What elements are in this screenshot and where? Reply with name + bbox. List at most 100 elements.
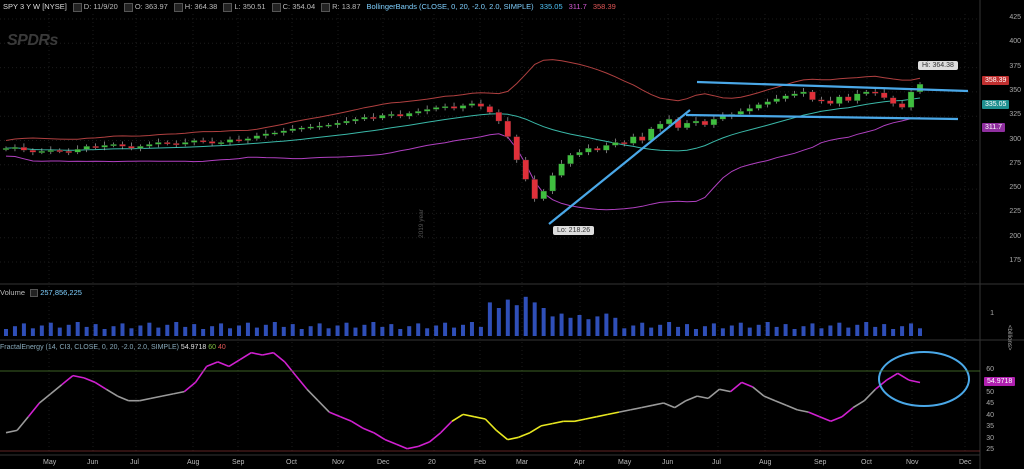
volume-bar: [335, 325, 340, 336]
trendline-upper-channel: [696, 80, 969, 93]
volume-bar: [425, 328, 430, 336]
volume-bar: [362, 324, 367, 336]
fe-segment: [239, 352, 252, 361]
volume-bar: [640, 322, 645, 336]
volume-bar: [219, 323, 224, 336]
symbol-label[interactable]: SPY 3 Y W [NYSE]: [3, 2, 67, 11]
fe-tick: 60: [986, 366, 994, 373]
bb-mid-pill: 311.7: [982, 123, 1005, 132]
candle-down: [65, 151, 72, 153]
candle-up: [74, 149, 81, 153]
candle-down: [128, 146, 135, 149]
price-tick: 375: [1009, 62, 1021, 70]
trendline-rising: [548, 109, 691, 225]
volume-bar: [478, 326, 483, 336]
candle-down: [164, 142, 171, 145]
candle-up: [683, 122, 691, 129]
fe-level-60: 60: [208, 344, 216, 351]
candle-up: [137, 146, 144, 149]
volume-bar: [4, 329, 8, 336]
fe-segment: [774, 399, 787, 407]
time-tick: Oct: [286, 459, 297, 466]
close-value: C: 354.04: [282, 2, 316, 11]
volume-bar: [299, 329, 304, 336]
candle-down: [522, 159, 529, 180]
fe-segment: [38, 393, 52, 404]
candle-up: [665, 118, 673, 125]
volume-bar: [711, 323, 716, 336]
candle-down: [889, 97, 897, 104]
volume-bar: [846, 327, 851, 336]
candle-up: [155, 142, 162, 145]
candle-down: [594, 148, 601, 151]
volume-bar: [864, 322, 869, 336]
time-tick: Sep: [814, 459, 827, 466]
candle-up: [262, 133, 270, 136]
candle-down: [235, 139, 243, 142]
volume-bar: [918, 328, 922, 336]
volume-bar: [192, 324, 197, 336]
volume-bar: [613, 317, 618, 336]
candle-up: [441, 106, 449, 109]
volume-bar: [12, 326, 17, 336]
volume-bar: [801, 326, 806, 336]
volume-bar: [631, 325, 636, 336]
candle-up: [567, 154, 574, 164]
volume-bar: [66, 324, 71, 336]
volume-bar: [469, 322, 474, 336]
time-tick: Jun: [662, 459, 674, 466]
price-tick: 175: [1009, 257, 1021, 264]
fe-segment: [440, 420, 453, 434]
volume-bar: [156, 327, 161, 336]
fe-segment: [729, 381, 743, 393]
volume-bar: [496, 308, 501, 336]
chart-header: SPY 3 Y W [NYSE] D: 11/9/20 O: 363.97 H:…: [0, 0, 990, 13]
candle-up: [289, 128, 296, 131]
fe-segment: [618, 409, 631, 413]
candle-up: [415, 111, 422, 114]
candle-up: [334, 122, 341, 126]
volume-bar: [183, 326, 188, 336]
volume-bar: [891, 329, 896, 336]
fe-segment: [295, 375, 308, 390]
candle-down: [845, 96, 852, 101]
volume-bar: [326, 328, 331, 336]
candle-up: [101, 145, 108, 148]
volume-bar: [461, 324, 465, 336]
volume-bar: [147, 322, 152, 336]
range-value: R: 13.87: [332, 2, 361, 11]
time-tick: Feb: [474, 459, 487, 466]
volume-bar: [729, 325, 734, 336]
fe-segment: [841, 406, 854, 418]
candle-up: [191, 140, 198, 143]
volume-bar: [568, 317, 573, 336]
candle-up: [836, 96, 843, 104]
candle-up: [907, 91, 915, 108]
fe-segment: [83, 377, 96, 384]
volume-bar: [676, 326, 681, 336]
fe-segment: [630, 406, 642, 411]
volume-bar: [792, 329, 797, 336]
fe-segment: [150, 395, 163, 400]
volume-bar: [254, 327, 259, 336]
candle-down: [621, 142, 628, 145]
fe-segment: [696, 395, 709, 400]
bb-mid-value: 311.7: [568, 2, 587, 11]
volume-bar: [882, 324, 887, 336]
fe-tick: 25: [986, 446, 994, 453]
fe-segment: [674, 400, 687, 409]
volume-bar: [407, 326, 412, 336]
candle-up: [182, 142, 189, 145]
volume-bar: [443, 322, 448, 336]
candle-down: [701, 120, 709, 126]
fe-label[interactable]: FractalEnergy (14, CI3, CLOSE, 0, 20, -2…: [0, 344, 179, 351]
volume-bar: [353, 327, 358, 336]
volume-bar: [738, 322, 743, 336]
volume-bar: [505, 299, 510, 336]
candle-up: [388, 114, 395, 116]
fe-segment: [351, 420, 364, 429]
price-tick: 425: [1009, 14, 1021, 21]
candle-up: [459, 105, 467, 109]
study-label[interactable]: BollingerBands (CLOSE, 0, 20, -2.0, 2.0,…: [366, 2, 534, 11]
